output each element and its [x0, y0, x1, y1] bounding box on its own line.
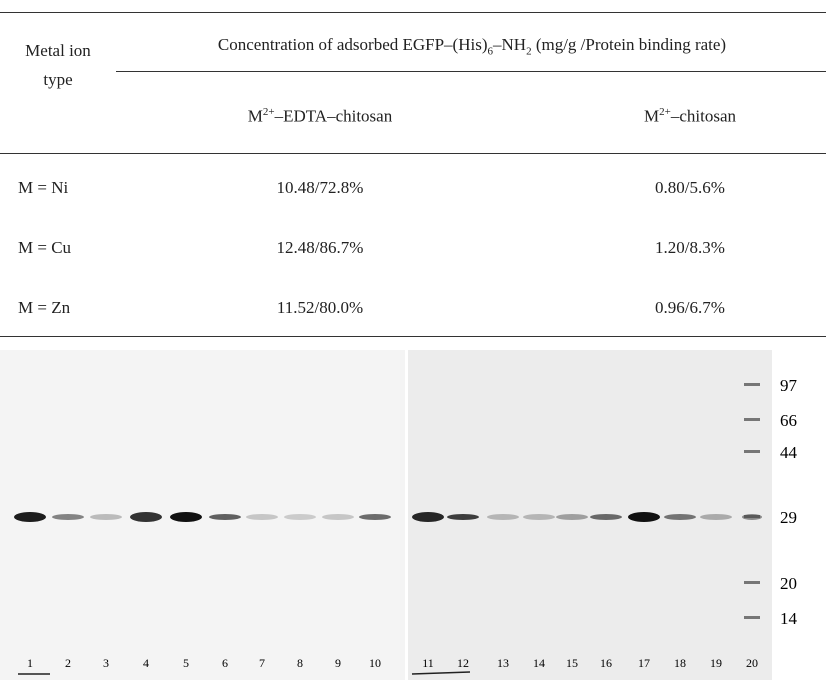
text: –NH — [493, 35, 526, 54]
marker-band — [744, 450, 760, 453]
lane-number: 2 — [65, 656, 71, 670]
marker-label: 29 — [780, 508, 797, 527]
lane-number: 7 — [259, 656, 265, 670]
text: M — [644, 107, 659, 126]
row-header: Metal ion type — [18, 36, 98, 94]
text: –chitosan — [671, 107, 736, 126]
lane-number: 10 — [369, 656, 381, 670]
protein-band — [209, 514, 241, 520]
lane-number: 8 — [297, 656, 303, 670]
text: M — [248, 107, 263, 126]
text: (mg/g /Protein binding rate) — [532, 35, 727, 54]
protein-band — [447, 514, 479, 520]
marker-band — [744, 515, 760, 518]
table-cell: 11.52/80.0% — [170, 298, 470, 318]
lane-number: 1 — [27, 656, 33, 670]
protein-band — [628, 512, 660, 522]
protein-band — [590, 514, 622, 520]
column-header: M2+–chitosan — [540, 106, 826, 127]
lane-number: 19 — [710, 656, 722, 670]
text: 2+ — [263, 106, 275, 118]
protein-band — [284, 514, 316, 520]
protein-band — [664, 514, 696, 520]
column-header: M2+–EDTA–chitosan — [170, 106, 470, 127]
rule — [0, 336, 826, 337]
marker-band — [744, 418, 760, 421]
table-cell: M = Cu — [18, 238, 98, 258]
lane-number: 13 — [497, 656, 509, 670]
lane-number: 14 — [533, 656, 545, 670]
rule — [0, 153, 826, 154]
protein-band — [170, 512, 202, 522]
lane-number: 5 — [183, 656, 189, 670]
table-cell: 1.20/8.3% — [540, 238, 826, 258]
table-cell: M = Zn — [18, 298, 98, 318]
marker-label: 97 — [780, 376, 798, 395]
protein-band — [523, 514, 555, 520]
rule — [0, 12, 826, 13]
lane-number: 6 — [222, 656, 228, 670]
marker-label: 66 — [780, 411, 797, 430]
lane-number: 18 — [674, 656, 686, 670]
group-header: Concentration of adsorbed EGFP–(His)6–NH… — [118, 35, 826, 57]
lane-number: 9 — [335, 656, 341, 670]
lane-number: 17 — [638, 656, 650, 670]
protein-band — [700, 514, 732, 520]
table-cell: 10.48/72.8% — [170, 178, 470, 198]
lane-number: 4 — [143, 656, 149, 670]
marker-label: 44 — [780, 443, 798, 462]
protein-band — [322, 514, 354, 520]
marker-label: 20 — [780, 574, 797, 593]
protein-band — [246, 514, 278, 520]
lane-number: 11 — [422, 656, 434, 670]
rule — [116, 71, 826, 72]
lane-number: 3 — [103, 656, 109, 670]
table-cell: 0.80/5.6% — [540, 178, 826, 198]
lane-number: 15 — [566, 656, 578, 670]
table-cell: 0.96/6.7% — [540, 298, 826, 318]
text: 2+ — [659, 106, 671, 118]
protein-band — [487, 514, 519, 520]
protein-band — [52, 514, 84, 520]
text: –EDTA–chitosan — [275, 107, 393, 126]
protein-band — [90, 514, 122, 520]
lane-number: 16 — [600, 656, 612, 670]
marker-band — [744, 616, 760, 619]
table-cell: M = Ni — [18, 178, 98, 198]
marker-label: 14 — [780, 609, 798, 628]
marker-band — [744, 383, 760, 386]
table-cell: 12.48/86.7% — [170, 238, 470, 258]
lane-number: 12 — [457, 656, 469, 670]
protein-band — [130, 512, 162, 522]
lane-number: 20 — [746, 656, 758, 670]
protein-band — [359, 514, 391, 520]
protein-band — [14, 512, 46, 522]
protein-band — [412, 512, 444, 522]
marker-band — [744, 581, 760, 584]
text: Concentration of adsorbed EGFP–(His) — [218, 35, 488, 54]
page: Metal ion type Concentration of adsorbed… — [0, 0, 826, 680]
protein-band — [556, 514, 588, 520]
